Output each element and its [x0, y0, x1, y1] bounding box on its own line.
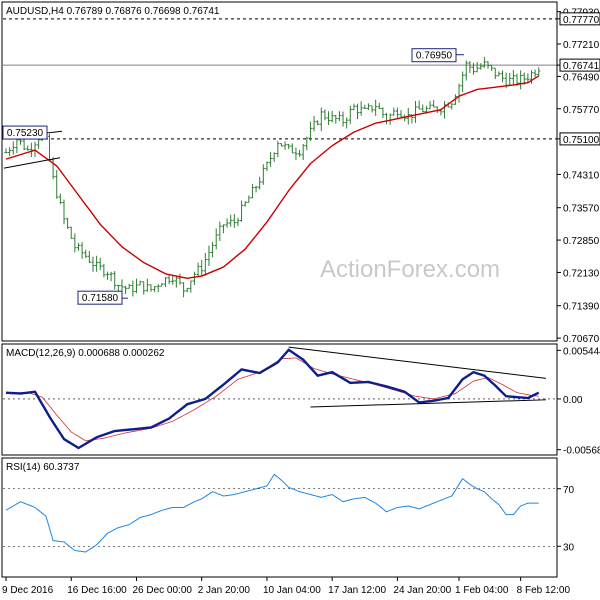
rsi-title: RSI(14) 60.3737	[6, 462, 80, 473]
price-y-label-box	[559, 58, 600, 72]
price-annotation-label: 0.71580	[82, 293, 119, 304]
macd-title: MACD(12,26,9) 0.000688 0.000262	[6, 348, 165, 359]
x-tick-label: 8 Feb 12:00	[517, 585, 571, 596]
price-annotation-label: 0.75230	[7, 128, 44, 139]
rsi-line	[5, 473, 539, 553]
price-y-tick-label: 0.76490	[563, 72, 600, 83]
macd-y-tick-label: 0.00	[563, 395, 583, 406]
rsi-y-tick-label: 70	[563, 485, 575, 496]
price-title: AUDUSD,H4 0.76789 0.76876 0.76698 0.7674…	[6, 6, 220, 17]
x-tick-label: 1 Feb 04:00	[455, 585, 509, 596]
macd-trendline	[288, 346, 547, 379]
price-y-tick-label: 0.77770	[563, 15, 600, 26]
macd-y-tick-label: 0.005444	[563, 346, 600, 357]
price-y-label-box	[559, 12, 600, 26]
price-y-tick-label: 0.75100	[563, 135, 600, 146]
x-tick-label: 10 Jan 04:00	[263, 585, 321, 596]
price-y-tick-label: 0.77210	[563, 40, 600, 51]
macd-trendline	[310, 399, 547, 408]
price-y-tick-label: 0.72130	[563, 268, 600, 279]
price-y-tick-label: 0.74310	[563, 170, 600, 181]
price-panel: ActionForex.com AUDUSD,H4 0.76789 0.7687…	[1, 1, 600, 345]
x-tick-label: 26 Dec 00:00	[132, 585, 192, 596]
x-tick-label: 17 Jan 12:00	[328, 585, 386, 596]
price-y-tick-label: 0.71390	[563, 302, 600, 313]
x-tick-label: 24 Jan 20:00	[393, 585, 451, 596]
x-tick-label: 16 Dec 16:00	[67, 585, 127, 596]
price-y-label-box	[559, 132, 600, 146]
watermark-text: ActionForex.com	[320, 256, 500, 283]
moving-average-line	[5, 75, 540, 280]
rsi-panel: RSI(14) 60.3737 70 30	[1, 457, 575, 578]
x-axis: 9 Dec 2016 16 Dec 16:00 26 Dec 00:00 2 Jan …	[2, 577, 570, 596]
macd-y-tick-label: -0.005689	[563, 446, 600, 457]
rsi-y-tick-label: 30	[563, 542, 575, 553]
price-y-tick-label: 0.76741	[563, 61, 600, 72]
price-y-tick-label: 0.72850	[563, 236, 600, 247]
price-annotation-label: 0.76950	[416, 51, 453, 62]
x-tick-label: 2 Jan 20:00	[198, 585, 251, 596]
channel-lower-line	[3, 157, 61, 169]
price-y-tick-label: 0.73570	[563, 204, 600, 215]
price-annotation-box	[2, 125, 48, 140]
x-tick-label: 9 Dec 2016	[2, 585, 54, 596]
price-y-tick-label: 0.75770	[563, 105, 600, 116]
macd-line	[5, 348, 540, 450]
macd-panel: MACD(12,26,9) 0.000688 0.000262 0.005444…	[1, 343, 600, 457]
price-y-tick-label: 0.70670	[563, 334, 600, 345]
